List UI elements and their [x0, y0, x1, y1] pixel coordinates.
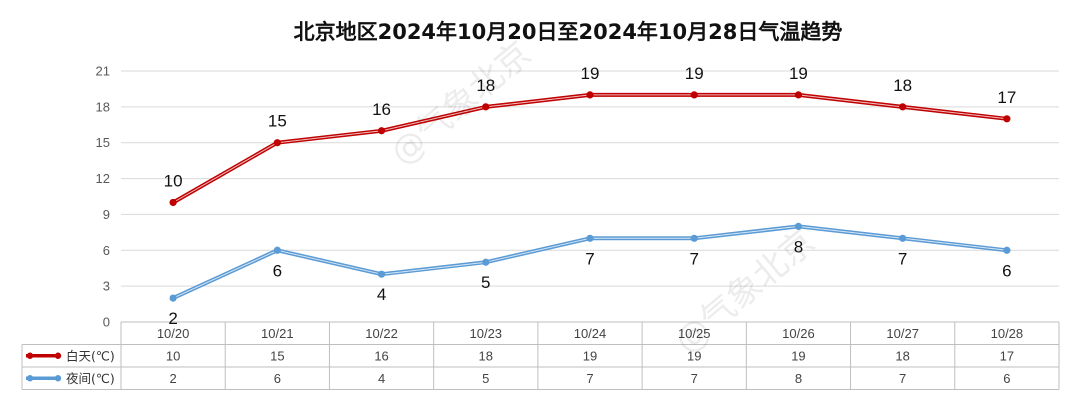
data-label: 17	[997, 88, 1016, 107]
data-point	[690, 91, 698, 99]
data-table: 10/20 10/21 10/22 10/23 10/24 10/25 10/26 10/27…	[21, 321, 1060, 390]
data-label: 19	[581, 64, 600, 83]
data-point	[794, 222, 803, 230]
data-point	[899, 103, 907, 111]
table-cell: 5	[482, 371, 489, 386]
data-point	[169, 294, 177, 302]
table-cell: 19	[791, 348, 805, 363]
data-label: 7	[585, 249, 594, 268]
data-point	[586, 91, 594, 99]
data-label: 7	[689, 249, 698, 268]
watermark-layer: @气象北京@气象北京	[383, 34, 823, 362]
table-cell: 7	[691, 371, 698, 386]
table-cell: 18	[895, 348, 909, 363]
series-layer: 10 15 16 18 19 19 19 18 17 2 6 4 5 7 7 8 7 6	[164, 64, 1017, 328]
legend-marker	[54, 352, 62, 359]
x-tick-label: 10/28	[991, 326, 1024, 341]
x-tick-label: 10/25	[678, 326, 711, 341]
data-point	[273, 139, 281, 147]
data-label: 6	[273, 261, 282, 280]
legend-marker	[26, 352, 34, 359]
x-tick-label: 10/22	[365, 326, 398, 341]
data-label: 19	[789, 64, 808, 83]
table-cell: 10	[166, 348, 180, 363]
data-point	[377, 127, 386, 135]
data-point	[1003, 246, 1011, 254]
y-tick-label: 15	[96, 135, 110, 150]
data-point	[377, 270, 386, 278]
legend-marker	[26, 375, 34, 382]
table-cell: 18	[479, 348, 493, 363]
data-point	[1003, 115, 1011, 123]
data-point	[482, 103, 490, 111]
data-point	[169, 198, 177, 207]
y-tick-label: 21	[96, 64, 110, 79]
table-cell: 16	[374, 348, 388, 363]
data-label: 7	[898, 249, 907, 268]
data-label: 4	[377, 285, 386, 304]
x-tick-label: 10/26	[782, 326, 815, 341]
table-cell: 17	[1000, 348, 1014, 363]
data-label: 18	[476, 76, 495, 95]
x-tick-label: 10/24	[574, 326, 607, 341]
data-label: 8	[794, 237, 803, 256]
table-cell: 8	[795, 371, 802, 386]
data-point	[482, 258, 490, 266]
data-point	[899, 234, 907, 242]
data-point	[690, 234, 698, 242]
legend-marker	[54, 375, 62, 382]
data-label: 6	[1002, 261, 1011, 280]
y-axis: 0 3 6 9 12 15 18 21	[96, 64, 110, 330]
data-label: 5	[481, 273, 490, 292]
table-cell: 19	[687, 348, 701, 363]
table-cell: 15	[270, 348, 284, 363]
legend-label: 白天(℃)	[66, 348, 115, 363]
y-tick-label: 0	[103, 315, 110, 330]
data-label: 10	[164, 171, 183, 190]
y-tick-label: 9	[103, 207, 110, 222]
table-cell: 4	[378, 371, 385, 386]
legend-label: 夜间(℃)	[66, 371, 115, 386]
data-label: 15	[268, 112, 287, 131]
data-point	[273, 246, 281, 254]
x-tick-label: 10/21	[261, 326, 294, 341]
chart-title: 北京地区2024年10月20日至2024年10月28日气温趋势	[294, 20, 843, 44]
x-tick-label: 10/20	[157, 326, 190, 341]
data-label: 16	[372, 100, 391, 119]
x-tick-label: 10/23	[470, 326, 503, 341]
x-tick-label: 10/27	[886, 326, 919, 341]
data-label: 18	[893, 76, 912, 95]
table-cell: 6	[1003, 371, 1010, 386]
series-line	[171, 92, 1009, 205]
y-tick-label: 3	[103, 279, 110, 294]
y-tick-label: 6	[103, 243, 110, 258]
data-point	[794, 91, 803, 99]
table-cell: 6	[274, 371, 281, 386]
series-line-highlight	[172, 94, 1007, 203]
data-label: 2	[168, 309, 177, 328]
table-cell: 2	[169, 371, 176, 386]
y-tick-label: 12	[96, 171, 110, 186]
data-point	[586, 234, 594, 242]
data-label: 19	[685, 64, 704, 83]
table-cell: 7	[899, 371, 906, 386]
table-cell: 7	[586, 371, 593, 386]
y-tick-label: 18	[96, 99, 110, 114]
table-cell: 19	[583, 348, 597, 363]
